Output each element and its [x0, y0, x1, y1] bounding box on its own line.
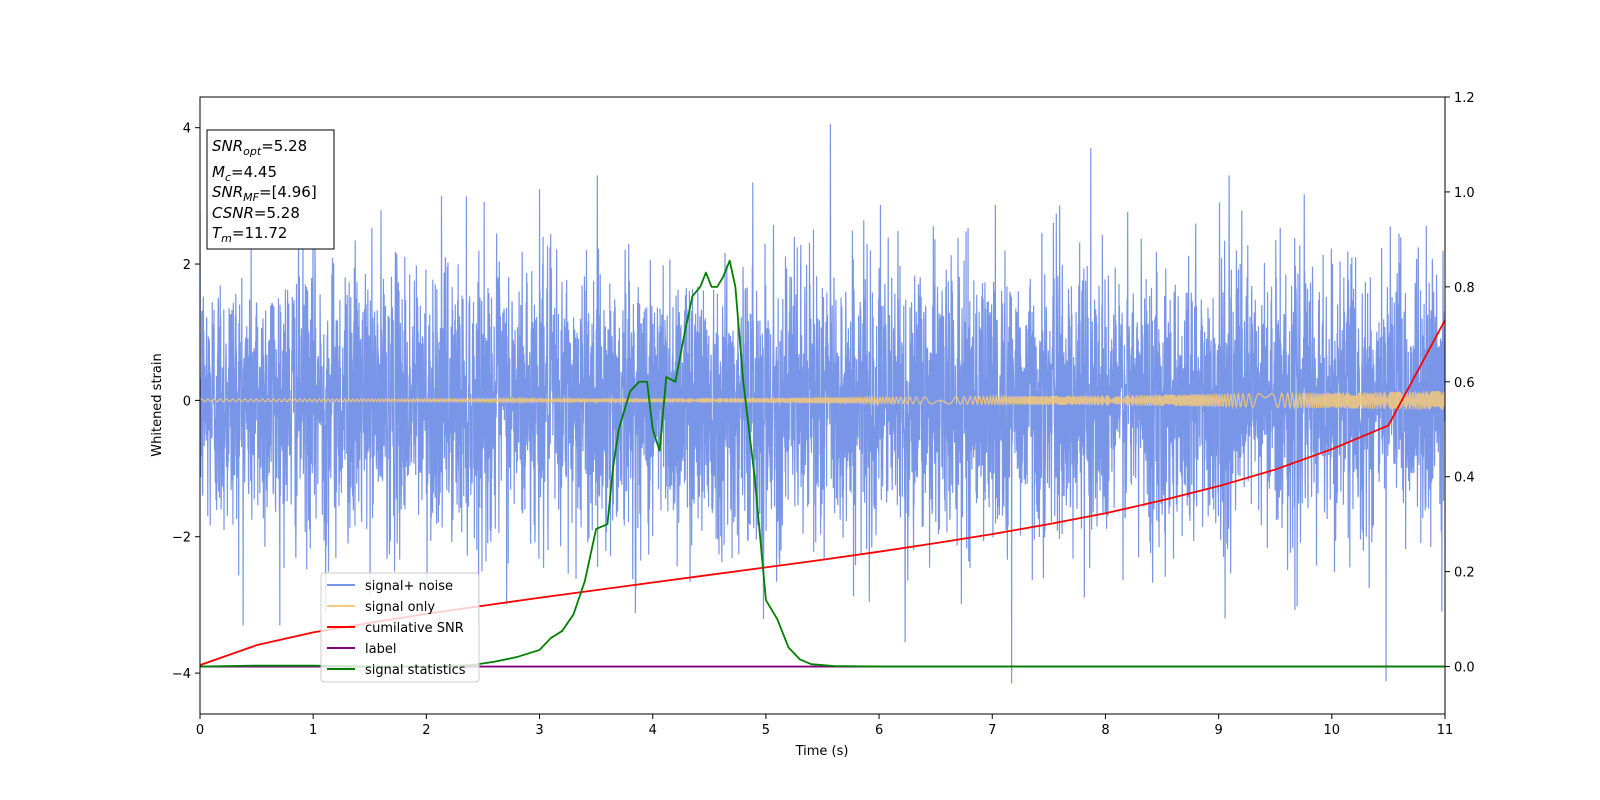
series-signal-only — [200, 390, 1445, 411]
stats-annotation: SNRopt=5.28 Mc=4.45 SNRMF=[4.96] CSNR=5.… — [206, 129, 335, 250]
x-tick-label: 2 — [422, 723, 430, 738]
y2-tick-label: 0.6 — [1454, 376, 1475, 391]
x-tick-label: 3 — [535, 723, 543, 738]
x-tick-label: 8 — [1101, 723, 1109, 738]
y-tick-label: 2 — [183, 258, 191, 273]
x-tick-label: 4 — [649, 723, 657, 738]
snr-mf-text: SNRMF=[4.96] — [212, 183, 317, 204]
x-axis-label: Time (s) — [795, 744, 849, 759]
y-tick-label: −4 — [172, 667, 191, 682]
y-axis-label: Whitened strain — [150, 353, 165, 456]
x-tick-label: 6 — [875, 723, 883, 738]
x-tick-label: 11 — [1437, 723, 1454, 738]
y2-tick-label: 0.8 — [1454, 281, 1475, 296]
y2-tick-label: 0.2 — [1454, 566, 1475, 581]
y2-tick-label: 0.4 — [1454, 471, 1475, 486]
legend-label-label: label — [365, 642, 396, 657]
stats-annotation-box — [206, 129, 335, 250]
y2-tick-label: 1.2 — [1454, 91, 1475, 106]
y2-tick-label: 0.0 — [1454, 661, 1475, 676]
x-tick-label: 0 — [196, 723, 204, 738]
y-tick-label: −2 — [172, 531, 191, 546]
y-tick-label: 4 — [183, 122, 191, 137]
series-signal-noise — [200, 124, 1445, 684]
series-signal-statistics — [200, 259, 1445, 668]
y2-tick-label: 1.0 — [1454, 186, 1475, 201]
x-tick-label: 9 — [1214, 723, 1222, 738]
mc-text: Mc=4.45 — [212, 163, 277, 184]
csnr-text: CSNR=5.28 — [212, 204, 300, 222]
legend-label-cumilative-snr: cumilative SNR — [365, 621, 464, 636]
x-tick-label: 5 — [762, 723, 770, 738]
legend-label-signal-only: signal only — [365, 600, 435, 615]
legend-box — [320, 572, 480, 683]
x-tick-label: 10 — [1324, 723, 1341, 738]
legend: signal+ noise signal only cumilative SNR la… — [320, 572, 480, 683]
tm-text: Tm=11.72 — [212, 224, 287, 245]
legend-label-signal-statistics: signal statistics — [365, 663, 466, 678]
y-tick-label: 0 — [183, 394, 191, 409]
snr-opt-text: SNRopt=5.28 — [212, 137, 307, 158]
x-tick-label: 7 — [988, 723, 996, 738]
plot-frame — [199, 96, 1446, 715]
x-tick-label: 1 — [309, 723, 317, 738]
legend-label-signal-noise: signal+ noise — [365, 579, 453, 594]
